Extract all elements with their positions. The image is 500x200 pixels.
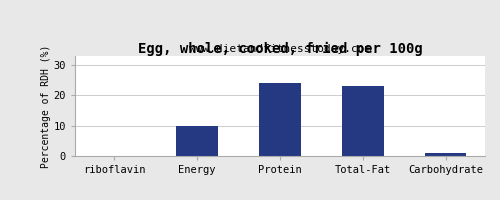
Y-axis label: Percentage of RDH (%): Percentage of RDH (%)	[40, 44, 50, 168]
Bar	[260, 83, 300, 156]
Bar	[342, 86, 384, 156]
Title: Egg, whole, cooked, fried per 100g: Egg, whole, cooked, fried per 100g	[138, 42, 422, 56]
Bar	[176, 126, 218, 156]
Text: www.dietandfitnesstoday.com: www.dietandfitnesstoday.com	[189, 44, 371, 54]
Bar	[425, 153, 467, 156]
